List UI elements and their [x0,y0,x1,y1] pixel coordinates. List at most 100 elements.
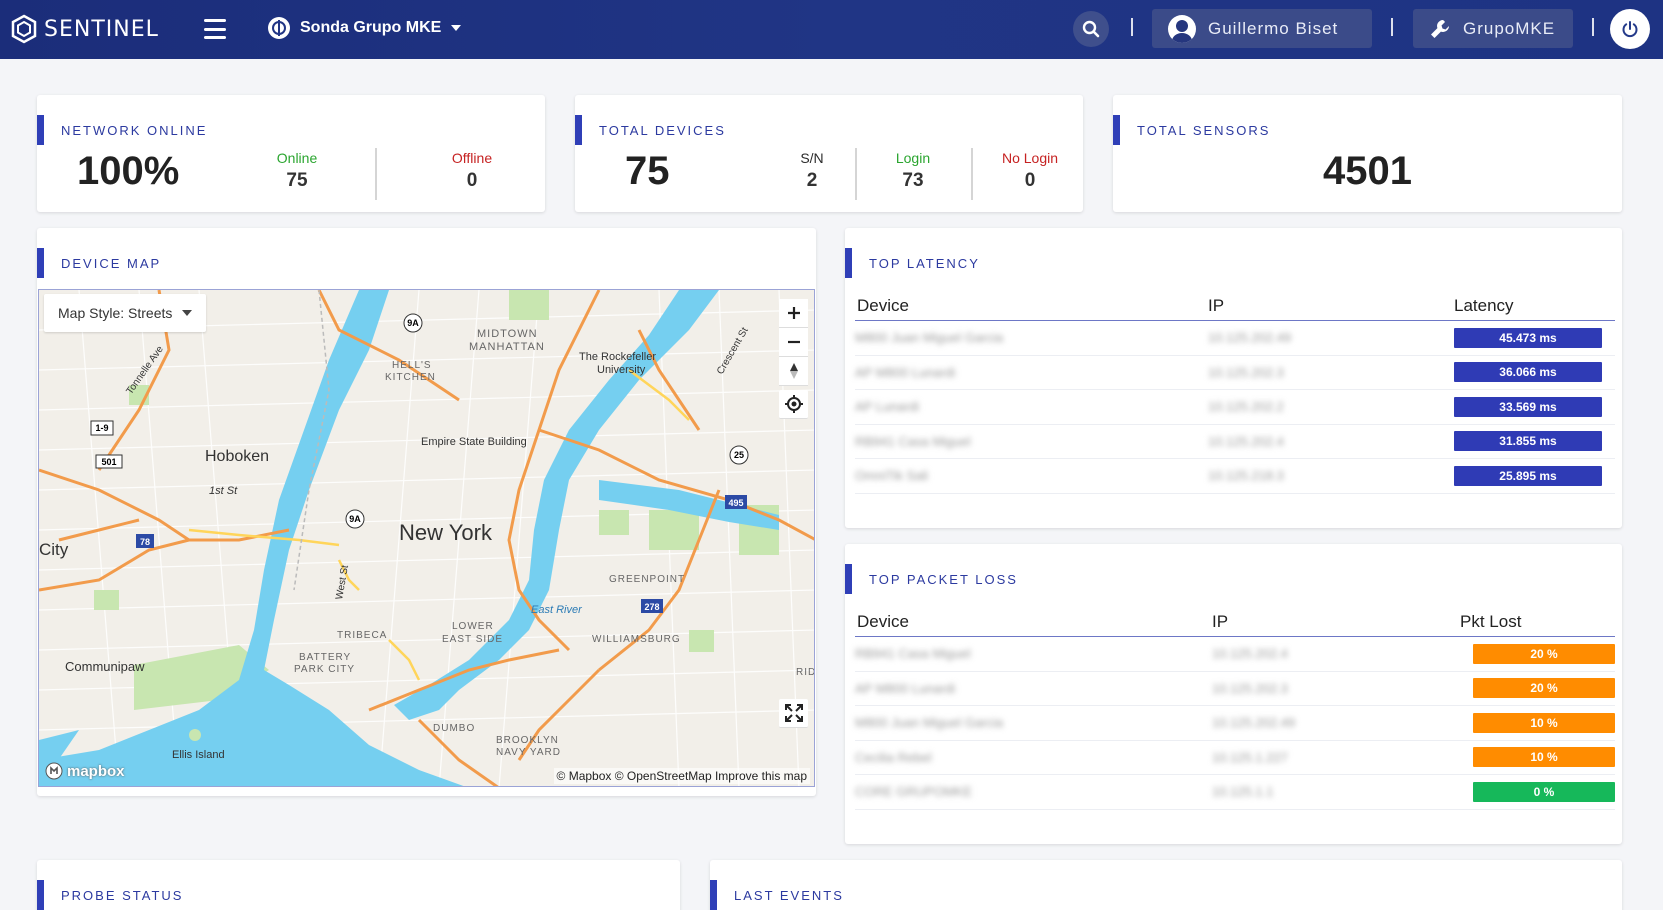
zoom-in-button[interactable] [779,299,808,328]
menu-toggle-icon[interactable] [204,19,226,39]
table-row[interactable]: RB941 Casa Miguel 10.125.202.4 31.855 ms [855,425,1615,459]
mapbox-logo[interactable]: mapbox [45,762,125,780]
fullscreen-button[interactable] [779,699,808,728]
brand-logo[interactable]: SENTINEL [10,14,159,44]
svg-text:78: 78 [140,537,150,547]
latency-badge: 45.473 ms [1454,327,1602,348]
map-label-williamsburg: WILLIAMSBURG [592,634,681,645]
svg-text:278: 278 [644,602,659,612]
online-value: 75 [286,170,308,191]
column-header-latency: Latency [1454,295,1514,315]
user-name: Guillermo Biset [1208,18,1339,38]
device-ip: 10.125.202.49 [1208,330,1292,346]
plus-icon [787,307,800,319]
geolocate-button[interactable] [779,390,808,419]
org-name: Sonda Grupo MKE [300,19,442,36]
last-events-card: LAST EVENTS [710,860,1622,910]
route-shield-495: 495 [725,495,747,509]
network-online-card: NETWORK ONLINE 100% Online 75 Offline 0 [37,95,545,212]
device-ip: 10.125.202.2 [1208,399,1284,415]
map-label-greenpoint: GREENPOINT [609,574,685,585]
total-sensors-value: 4501 [1323,149,1412,193]
card-title: LAST EVENTS [710,880,844,910]
org-selector[interactable]: Sonda Grupo MKE [268,17,462,39]
map-label-manhattan: MANHATTAN [469,341,545,353]
latency-table: Device IP Latency M800 Juan Miguel Garci… [855,291,1615,494]
stat-divider [375,148,377,200]
search-button[interactable] [1073,11,1109,47]
mapbox-logo-text: mapbox [67,762,125,780]
network-online-percent: 100% [77,149,180,193]
device-ip: 10.125.1.227 [1212,749,1288,765]
device-map[interactable]: New York Hoboken City Communipaw MIDTOWN… [38,289,815,787]
table-header: Device IP Pkt Lost [855,607,1615,637]
latency-badge: 25.895 ms [1454,465,1602,486]
online-count: Online 75 [252,150,342,192]
column-header-ip: IP [1208,295,1225,315]
map-label-new-york: New York [399,520,493,545]
stat-divider [855,148,857,200]
logout-button[interactable] [1610,9,1650,49]
map-label-brooklyn: BROOKLYN [496,735,559,746]
map-attribution[interactable]: © Mapbox © OpenStreetMap Improve this ma… [553,768,810,784]
route-shield-9a: 9A [345,509,365,529]
table-row[interactable]: AP M800 Lunardi 10.125.202.3 36.066 ms [855,356,1615,390]
device-ip: 10.125.202.49 [1212,715,1296,731]
table-row[interactable]: OmniTik Sali 10.125.218.3 25.895 ms [855,459,1615,494]
device-name: AP M800 Lunardi [855,680,956,696]
settings-button[interactable]: GrupoMKE [1413,9,1573,48]
compass-button[interactable] [779,357,808,386]
map-canvas[interactable]: New York Hoboken City Communipaw MIDTOWN… [39,290,815,787]
chevron-down-icon [451,25,462,31]
map-label-park-city: PARK CITY [294,664,355,675]
device-name: AP M800 Lunardi [855,364,956,380]
route-shield-278: 278 [641,599,663,613]
mapbox-icon [45,762,63,780]
card-title: TOP LATENCY [845,248,980,278]
column-header-ip: IP [1212,611,1229,631]
map-label-navy-yard: NAVY YARD [496,747,561,758]
zoom-out-button[interactable] [779,328,808,357]
user-profile-button[interactable]: Guillermo Biset [1152,9,1372,48]
map-style-selector[interactable]: Map Style: Streets [44,294,207,332]
map-label-city: City [39,540,69,559]
table-row[interactable]: AP M800 Lunardi 10.125.202.3 20 % [855,672,1615,706]
top-packet-loss-card: TOP PACKET LOSS Device IP Pkt Lost RB941… [845,544,1622,844]
column-header-device: Device [857,611,909,631]
packet-loss-badge: 20 % [1473,678,1615,699]
table-row[interactable]: CORE GRUPOMKE 10.125.1.1 0 % [855,775,1615,810]
offline-label: Offline [451,150,493,166]
device-name: AP Lunardi [855,399,920,415]
svg-text:495: 495 [728,498,743,508]
fullscreen-icon [784,704,803,722]
map-label-first-st: 1st St [209,485,238,497]
device-ip: 10.125.202.3 [1208,364,1284,380]
nologin-value: 0 [1024,170,1036,191]
table-row[interactable]: Cecilia Rebel 10.125.1.227 10 % [855,741,1615,775]
device-name: Cecilia Rebel [855,749,932,765]
device-name: M800 Juan Miguel Garcia [855,330,1004,346]
power-icon [1622,21,1638,38]
nav-divider [1592,18,1594,36]
map-style-label: Map Style: Streets [58,305,173,321]
route-shield-9a: 9A [403,313,423,333]
map-label-ellis: Ellis Island [172,749,225,761]
device-name: M800 Juan Miguel Garcia [855,715,1004,731]
top-latency-card: TOP LATENCY Device IP Latency M800 Juan … [845,228,1622,528]
column-header-pkt-lost: Pkt Lost [1460,611,1522,631]
map-label-kitchen: KITCHEN [385,372,436,383]
route-shield-78: 78 [136,534,154,548]
table-row[interactable]: AP Lunardi 10.125.202.2 33.569 ms [855,390,1615,425]
wrench-icon [1431,19,1449,38]
table-row[interactable]: M800 Juan Miguel Garcia 10.125.202.49 10… [855,706,1615,741]
total-devices-card: TOTAL DEVICES 75 S/N 2 Login 73 No Login… [575,95,1083,212]
minus-icon [787,340,800,344]
latency-badge: 31.855 ms [1454,431,1602,452]
table-row[interactable]: M800 Juan Miguel Garcia 10.125.202.49 45… [855,321,1615,356]
map-label-university: University [597,364,646,376]
sn-count: S/N 2 [772,150,852,192]
packet-loss-table: Device IP Pkt Lost RB941 Casa Miguel 10.… [855,607,1615,810]
table-row[interactable]: RB941 Casa Miguel 10.125.202.4 20 % [855,637,1615,672]
device-name: CORE GRUPOMKE [855,784,973,800]
device-ip: 10.125.202.3 [1212,680,1288,696]
